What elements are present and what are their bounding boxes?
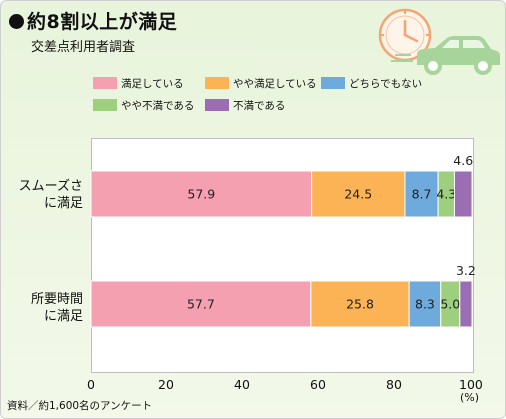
data-label: 5.0 xyxy=(440,297,460,312)
legend-swatch xyxy=(93,77,117,89)
x-tick-label: 60 xyxy=(310,377,326,392)
category-label: 所要時間 に満足 xyxy=(5,291,83,325)
category-label-line: 所要時間 xyxy=(30,292,83,307)
category-label: スムーズさ に満足 xyxy=(5,178,83,212)
bar-segment xyxy=(310,280,410,328)
illustration xyxy=(378,8,500,75)
x-tick-label: 80 xyxy=(386,377,402,392)
legend-swatch xyxy=(205,77,229,89)
category-label-line: に満足 xyxy=(43,196,83,211)
x-tick-label: 0 xyxy=(87,377,95,392)
data-label: 24.5 xyxy=(344,187,372,202)
car-icon xyxy=(391,36,500,75)
x-axis-unit: (%) xyxy=(460,391,480,404)
legend-label: 満足している xyxy=(121,78,184,90)
clock-icon xyxy=(378,8,432,62)
data-label: 4.3 xyxy=(436,187,456,202)
bar-segment xyxy=(404,170,439,218)
data-label: 8.7 xyxy=(412,187,432,202)
bar-segment xyxy=(453,170,473,218)
legend-item: やや不満である xyxy=(93,98,194,113)
chart-subtitle: 交差点利用者調査 xyxy=(31,40,136,55)
bar-segment xyxy=(459,280,473,328)
bar-segment xyxy=(311,170,406,218)
legend-label: やや満足している xyxy=(233,78,317,90)
data-label: 8.3 xyxy=(415,297,435,312)
legend-item: 満足している xyxy=(93,76,184,91)
x-tick-label: 100 xyxy=(459,377,483,392)
title-bullet-icon xyxy=(9,14,24,29)
data-label: 4.6 xyxy=(453,153,473,168)
data-label: 57.9 xyxy=(187,187,215,202)
title-text: 約8割以上が満足 xyxy=(27,11,178,33)
legend-item: やや満足している xyxy=(205,76,317,91)
chart-title: 約8割以上が満足 xyxy=(9,7,177,34)
legend-swatch xyxy=(321,77,345,89)
data-label: 25.8 xyxy=(346,297,374,312)
category-label-line: に満足 xyxy=(43,309,83,324)
source-note: 資料／約1,600名のアンケート xyxy=(7,400,153,412)
legend-item: どちらでもない xyxy=(321,76,422,91)
legend-item: 不満である xyxy=(205,98,285,113)
legend-label: どちらでもない xyxy=(349,78,423,90)
data-label: 57.7 xyxy=(187,297,215,312)
x-tick-label: 20 xyxy=(158,377,174,392)
legend-label: 不満である xyxy=(233,100,286,112)
bar-segment xyxy=(90,170,313,218)
category-label-line: スムーズさ xyxy=(18,179,83,194)
data-label: 3.2 xyxy=(456,263,476,278)
x-tick-label: 40 xyxy=(234,377,250,392)
legend-swatch xyxy=(93,99,117,111)
legend-label: やや不満である xyxy=(121,100,195,112)
bar-segment xyxy=(408,280,442,328)
legend-swatch xyxy=(205,99,229,111)
bar-segment xyxy=(90,280,312,328)
